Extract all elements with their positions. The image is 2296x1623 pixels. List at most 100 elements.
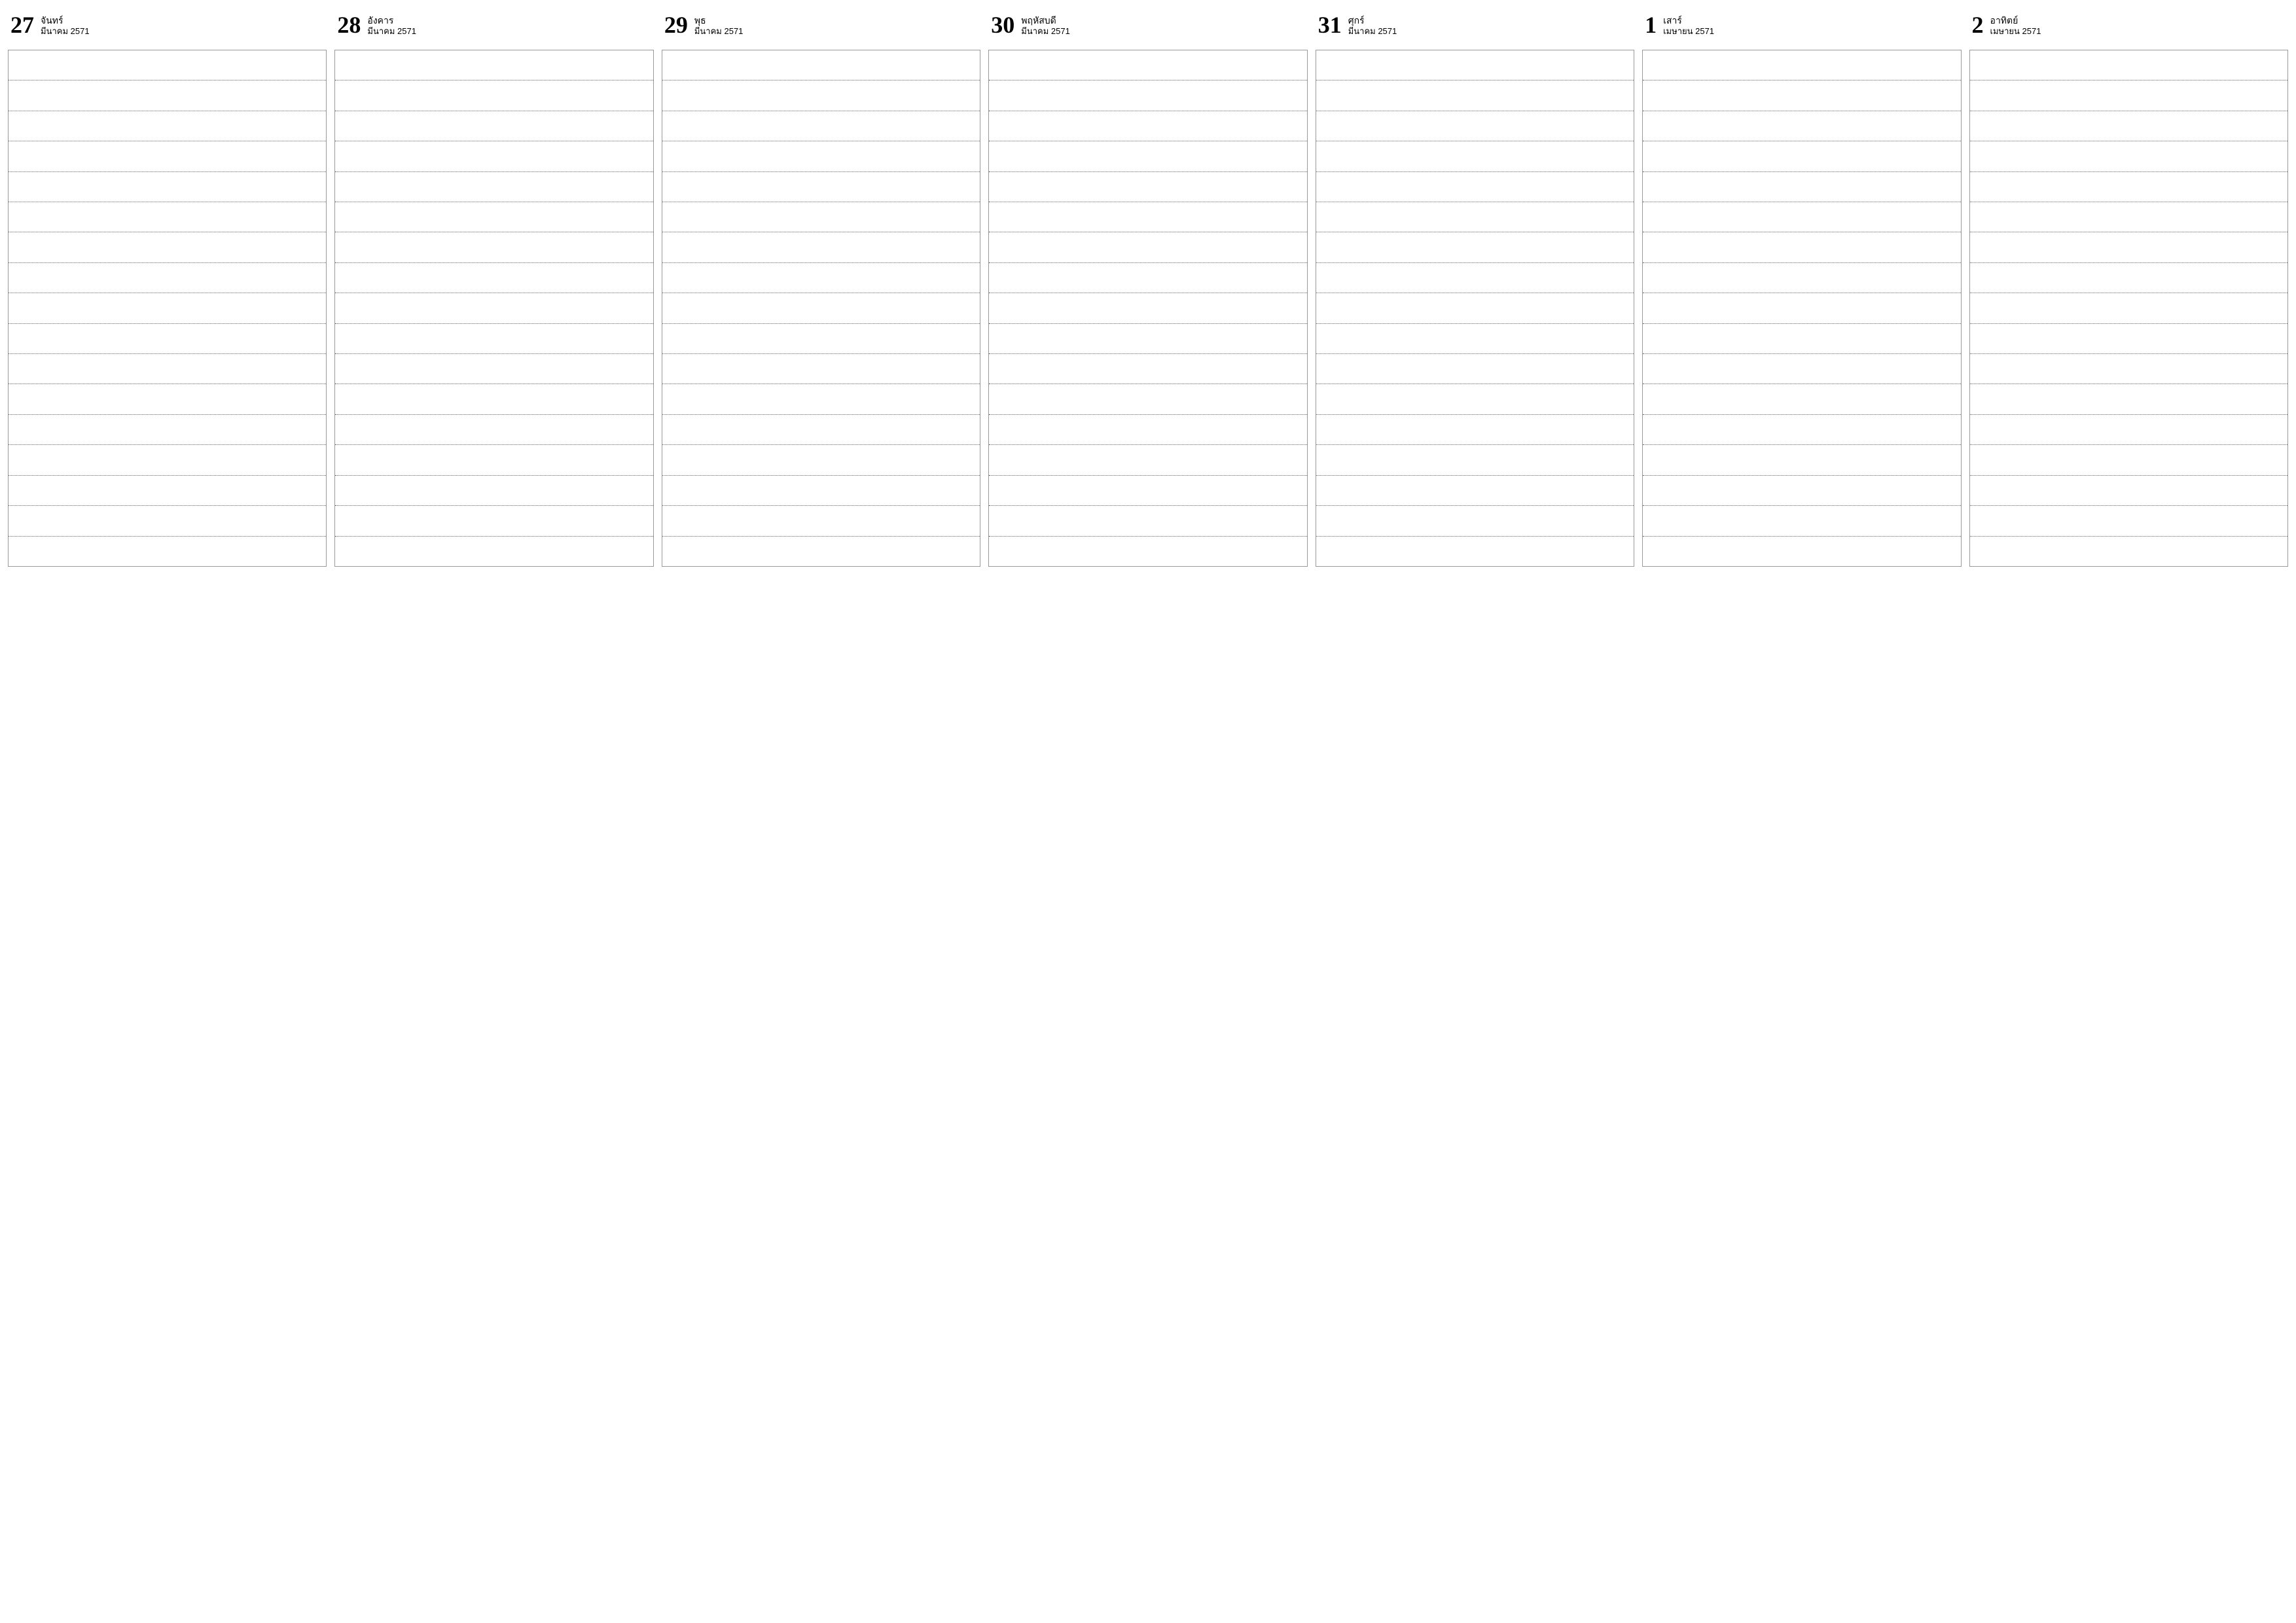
day-number: 29 — [664, 13, 688, 37]
day-labels: ศุกร์ มีนาคม 2571 — [1348, 13, 1397, 37]
note-line — [335, 232, 653, 262]
day-notes-box — [988, 50, 1307, 567]
note-line — [1970, 80, 2287, 111]
note-line — [989, 324, 1306, 354]
day-column: 31 ศุกร์ มีนาคม 2571 — [1316, 13, 1634, 567]
note-line — [1316, 415, 1634, 445]
note-line — [9, 293, 326, 323]
note-line — [1970, 111, 2287, 141]
note-line — [1643, 80, 1960, 111]
note-line — [1316, 172, 1634, 202]
note-line — [662, 50, 980, 80]
note-line — [1643, 415, 1960, 445]
day-column: 28 อังคาร มีนาคม 2571 — [334, 13, 653, 567]
note-line — [335, 263, 653, 293]
day-number: 1 — [1645, 13, 1657, 37]
day-notes-box — [662, 50, 980, 567]
note-line — [1970, 415, 2287, 445]
note-line — [1316, 445, 1634, 475]
day-month: มีนาคม 2571 — [694, 26, 744, 37]
note-line — [1316, 202, 1634, 232]
day-name: ศุกร์ — [1348, 14, 1397, 26]
note-line — [662, 293, 980, 323]
note-line — [662, 415, 980, 445]
day-labels: เสาร์ เมษายน 2571 — [1663, 13, 1714, 37]
note-line — [989, 141, 1306, 171]
day-name: เสาร์ — [1663, 14, 1714, 26]
day-header: 31 ศุกร์ มีนาคม 2571 — [1316, 13, 1634, 50]
day-number: 31 — [1318, 13, 1342, 37]
day-header: 2 อาทิตย์ เมษายน 2571 — [1969, 13, 2288, 50]
day-name: พฤหัสบดี — [1021, 14, 1070, 26]
note-line — [1316, 293, 1634, 323]
note-line — [1643, 141, 1960, 171]
day-column: 2 อาทิตย์ เมษายน 2571 — [1969, 13, 2288, 567]
note-line — [989, 202, 1306, 232]
note-line — [989, 415, 1306, 445]
note-line — [1643, 232, 1960, 262]
note-line — [335, 476, 653, 506]
note-line — [662, 172, 980, 202]
day-header: 27 จันทร์ มีนาคม 2571 — [8, 13, 327, 50]
note-line — [989, 111, 1306, 141]
day-number: 2 — [1972, 13, 1984, 37]
note-line — [989, 384, 1306, 414]
note-line — [1316, 111, 1634, 141]
note-line — [1970, 202, 2287, 232]
note-line — [335, 324, 653, 354]
note-line — [662, 506, 980, 536]
note-line — [1970, 537, 2287, 566]
note-line — [662, 263, 980, 293]
note-line — [989, 263, 1306, 293]
note-line — [1643, 354, 1960, 384]
note-line — [1970, 263, 2287, 293]
note-line — [9, 172, 326, 202]
day-name: อาทิตย์ — [1990, 14, 2041, 26]
day-labels: อังคาร มีนาคม 2571 — [367, 13, 416, 37]
note-line — [662, 476, 980, 506]
note-line — [335, 384, 653, 414]
day-header: 1 เสาร์ เมษายน 2571 — [1642, 13, 1961, 50]
note-line — [989, 445, 1306, 475]
day-labels: พฤหัสบดี มีนาคม 2571 — [1021, 13, 1070, 37]
note-line — [9, 324, 326, 354]
note-line — [1970, 172, 2287, 202]
note-line — [1970, 293, 2287, 323]
note-line — [335, 537, 653, 566]
note-line — [1643, 293, 1960, 323]
day-number: 27 — [10, 13, 34, 37]
note-line — [9, 415, 326, 445]
note-line — [9, 232, 326, 262]
note-line — [1316, 537, 1634, 566]
note-line — [335, 202, 653, 232]
note-line — [1643, 324, 1960, 354]
note-line — [9, 263, 326, 293]
day-labels: อาทิตย์ เมษายน 2571 — [1990, 13, 2041, 37]
note-line — [9, 506, 326, 536]
note-line — [1643, 111, 1960, 141]
day-notes-box — [1969, 50, 2288, 567]
day-header: 28 อังคาร มีนาคม 2571 — [334, 13, 653, 50]
note-line — [1970, 141, 2287, 171]
day-name: จันทร์ — [41, 14, 90, 26]
note-line — [1643, 537, 1960, 566]
day-name: อังคาร — [367, 14, 416, 26]
note-line — [1643, 202, 1960, 232]
day-month: มีนาคม 2571 — [1348, 26, 1397, 37]
day-notes-box — [8, 50, 327, 567]
day-number: 28 — [337, 13, 361, 37]
note-line — [9, 111, 326, 141]
day-notes-box — [1316, 50, 1634, 567]
note-line — [335, 293, 653, 323]
day-month: มีนาคม 2571 — [1021, 26, 1070, 37]
note-line — [335, 111, 653, 141]
note-line — [662, 232, 980, 262]
note-line — [989, 506, 1306, 536]
note-line — [9, 537, 326, 566]
note-line — [9, 476, 326, 506]
note-line — [989, 172, 1306, 202]
day-name: พุธ — [694, 14, 744, 26]
note-line — [1643, 50, 1960, 80]
note-line — [1970, 506, 2287, 536]
note-line — [1970, 50, 2287, 80]
